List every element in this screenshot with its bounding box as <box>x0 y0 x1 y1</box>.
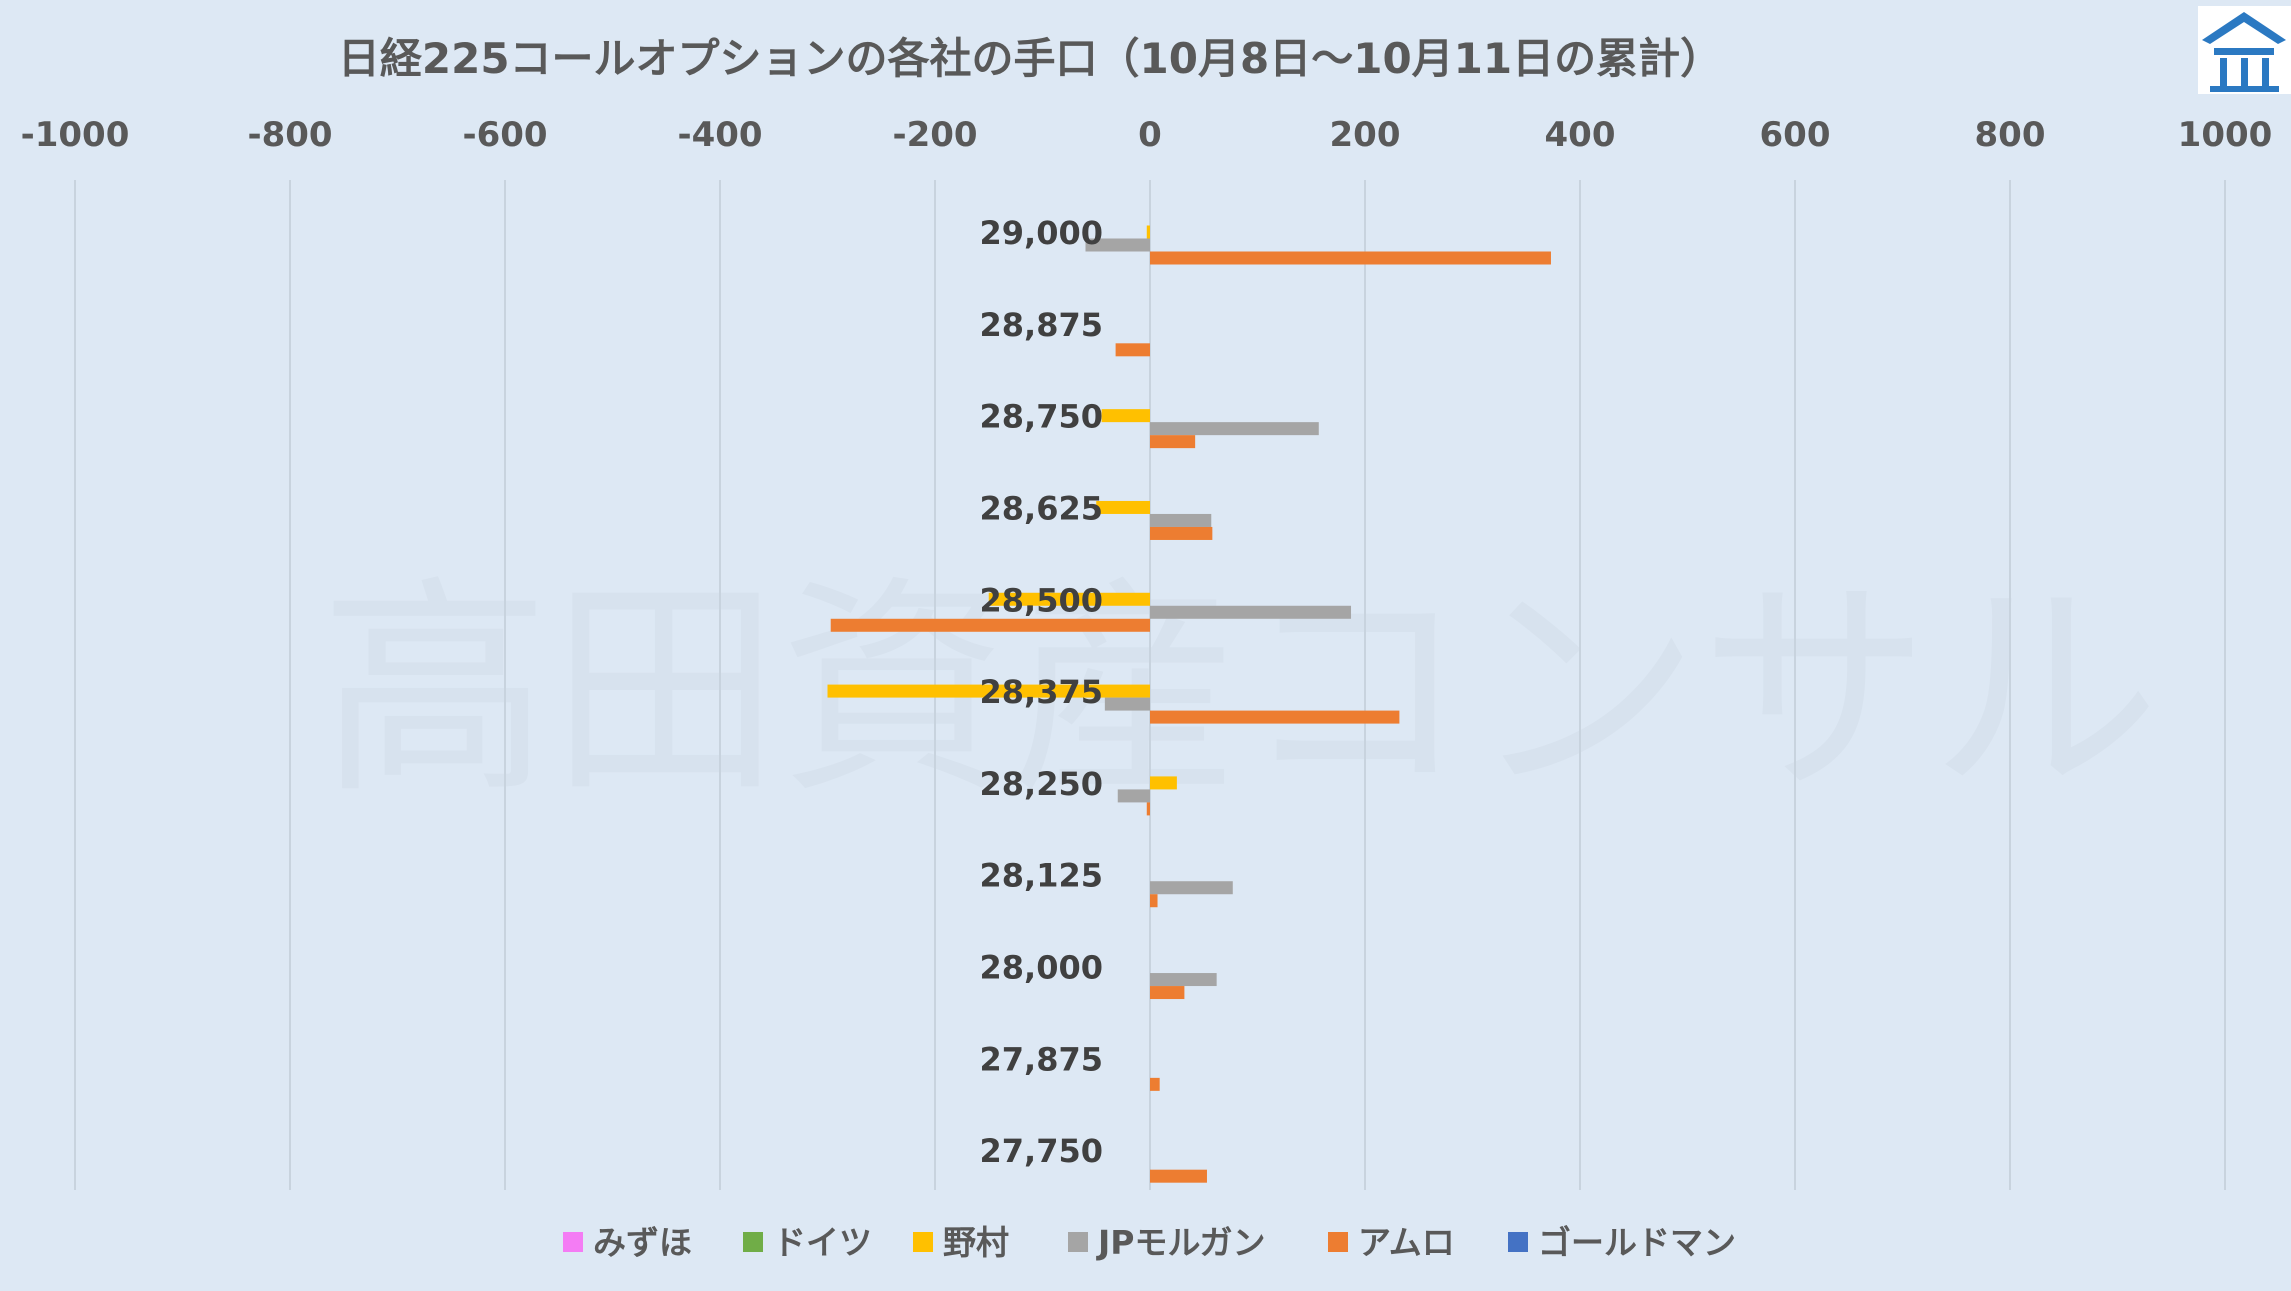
x-tick-label: -600 <box>462 115 547 155</box>
y-tick-label: 27,750 <box>980 1132 1103 1170</box>
x-tick-label: 600 <box>1760 115 1831 155</box>
legend-label: JPモルガン <box>1096 1223 1265 1262</box>
bars <box>827 225 1551 1183</box>
bar-JPモルガン-28,750 <box>1150 422 1319 436</box>
bar-アムロ-28,125 <box>1150 894 1158 908</box>
bar-アムロ-28,625 <box>1150 526 1213 540</box>
bar-野村-28,375 <box>827 684 1150 698</box>
bar-アムロ-28,000 <box>1150 986 1185 1000</box>
x-tick-label: 800 <box>1975 115 2046 155</box>
legend-label: 野村 <box>943 1223 1009 1262</box>
y-tick-label: 27,875 <box>980 1040 1103 1078</box>
legend-label: ゴールドマン <box>1538 1223 1736 1262</box>
x-tick-label: 400 <box>1545 115 1616 155</box>
x-axis-ticks: -1000 -800 -600 -400 -200 0 200 400 600 800 1000 <box>21 115 2273 155</box>
bar-JPモルガン-29,000 <box>1085 238 1150 252</box>
y-tick-label: 28,000 <box>980 949 1103 987</box>
legend: みずほ ドイツ 野村 JPモルガン アムロ ゴールドマン <box>563 1223 1736 1262</box>
bar-アムロ-28,500 <box>830 618 1150 632</box>
x-tick-label: 0 <box>1138 115 1162 155</box>
y-tick-label: 28,375 <box>980 673 1103 711</box>
bar-アムロ-28,375 <box>1150 710 1400 724</box>
bar-アムロ-29,000 <box>1150 251 1551 265</box>
y-tick-label: 28,875 <box>980 306 1103 344</box>
x-tick-label: -400 <box>677 115 762 155</box>
x-tick-label: -800 <box>247 115 332 155</box>
legend-swatch <box>1508 1232 1528 1252</box>
bar-野村-28,750 <box>1101 409 1150 423</box>
bar-JPモルガン-28,500 <box>1150 605 1352 619</box>
bar-アムロ-28,250 <box>1146 802 1150 816</box>
y-tick-label: 28,500 <box>980 581 1103 619</box>
x-tick-label: -1000 <box>21 115 130 155</box>
x-tick-label: -200 <box>892 115 977 155</box>
bar-野村-29,000 <box>1146 225 1150 239</box>
bar-野村-28,500 <box>988 592 1150 606</box>
x-tick-label: 200 <box>1330 115 1401 155</box>
y-tick-label: 28,125 <box>980 857 1103 895</box>
y-tick-label: 28,250 <box>980 765 1103 803</box>
bar-アムロ-28,750 <box>1150 435 1196 449</box>
legend-label: みずほ <box>593 1223 692 1262</box>
bar-JPモルガン-28,250 <box>1117 789 1150 803</box>
watermark: 高田資産コンサル <box>320 558 2160 825</box>
y-tick-label: 29,000 <box>980 214 1103 252</box>
chart-title: 日経225コールオプションの各社の手口（10月8日～10月11日の累計） <box>338 34 1722 83</box>
bar-アムロ-27,750 <box>1150 1169 1207 1183</box>
legend-swatch <box>913 1232 933 1252</box>
bar-JPモルガン-28,375 <box>1104 697 1150 711</box>
bar-アムロ-27,875 <box>1150 1077 1160 1091</box>
legend-swatch <box>743 1232 763 1252</box>
bar-野村-28,250 <box>1150 776 1177 790</box>
legend-swatch <box>1328 1232 1348 1252</box>
y-tick-label: 28,625 <box>980 489 1103 527</box>
bar-JPモルガン-28,625 <box>1150 513 1212 527</box>
y-axis-ticks: 29,000 28,875 28,750 28,625 28,500 28,375 28,2… <box>980 214 1103 1170</box>
bar-JPモルガン-28,125 <box>1150 881 1233 895</box>
x-tick-label: 1000 <box>2178 115 2273 155</box>
pavilion-icon <box>2198 6 2291 94</box>
bar-野村-28,625 <box>1096 500 1150 514</box>
legend-swatch <box>563 1232 583 1252</box>
legend-swatch <box>1068 1232 1088 1252</box>
bar-アムロ-28,875 <box>1115 343 1150 357</box>
legend-label: ドイツ <box>773 1223 872 1262</box>
bar-JPモルガン-28,000 <box>1150 973 1217 987</box>
legend-label: アムロ <box>1358 1223 1455 1262</box>
y-tick-label: 28,750 <box>980 398 1103 436</box>
